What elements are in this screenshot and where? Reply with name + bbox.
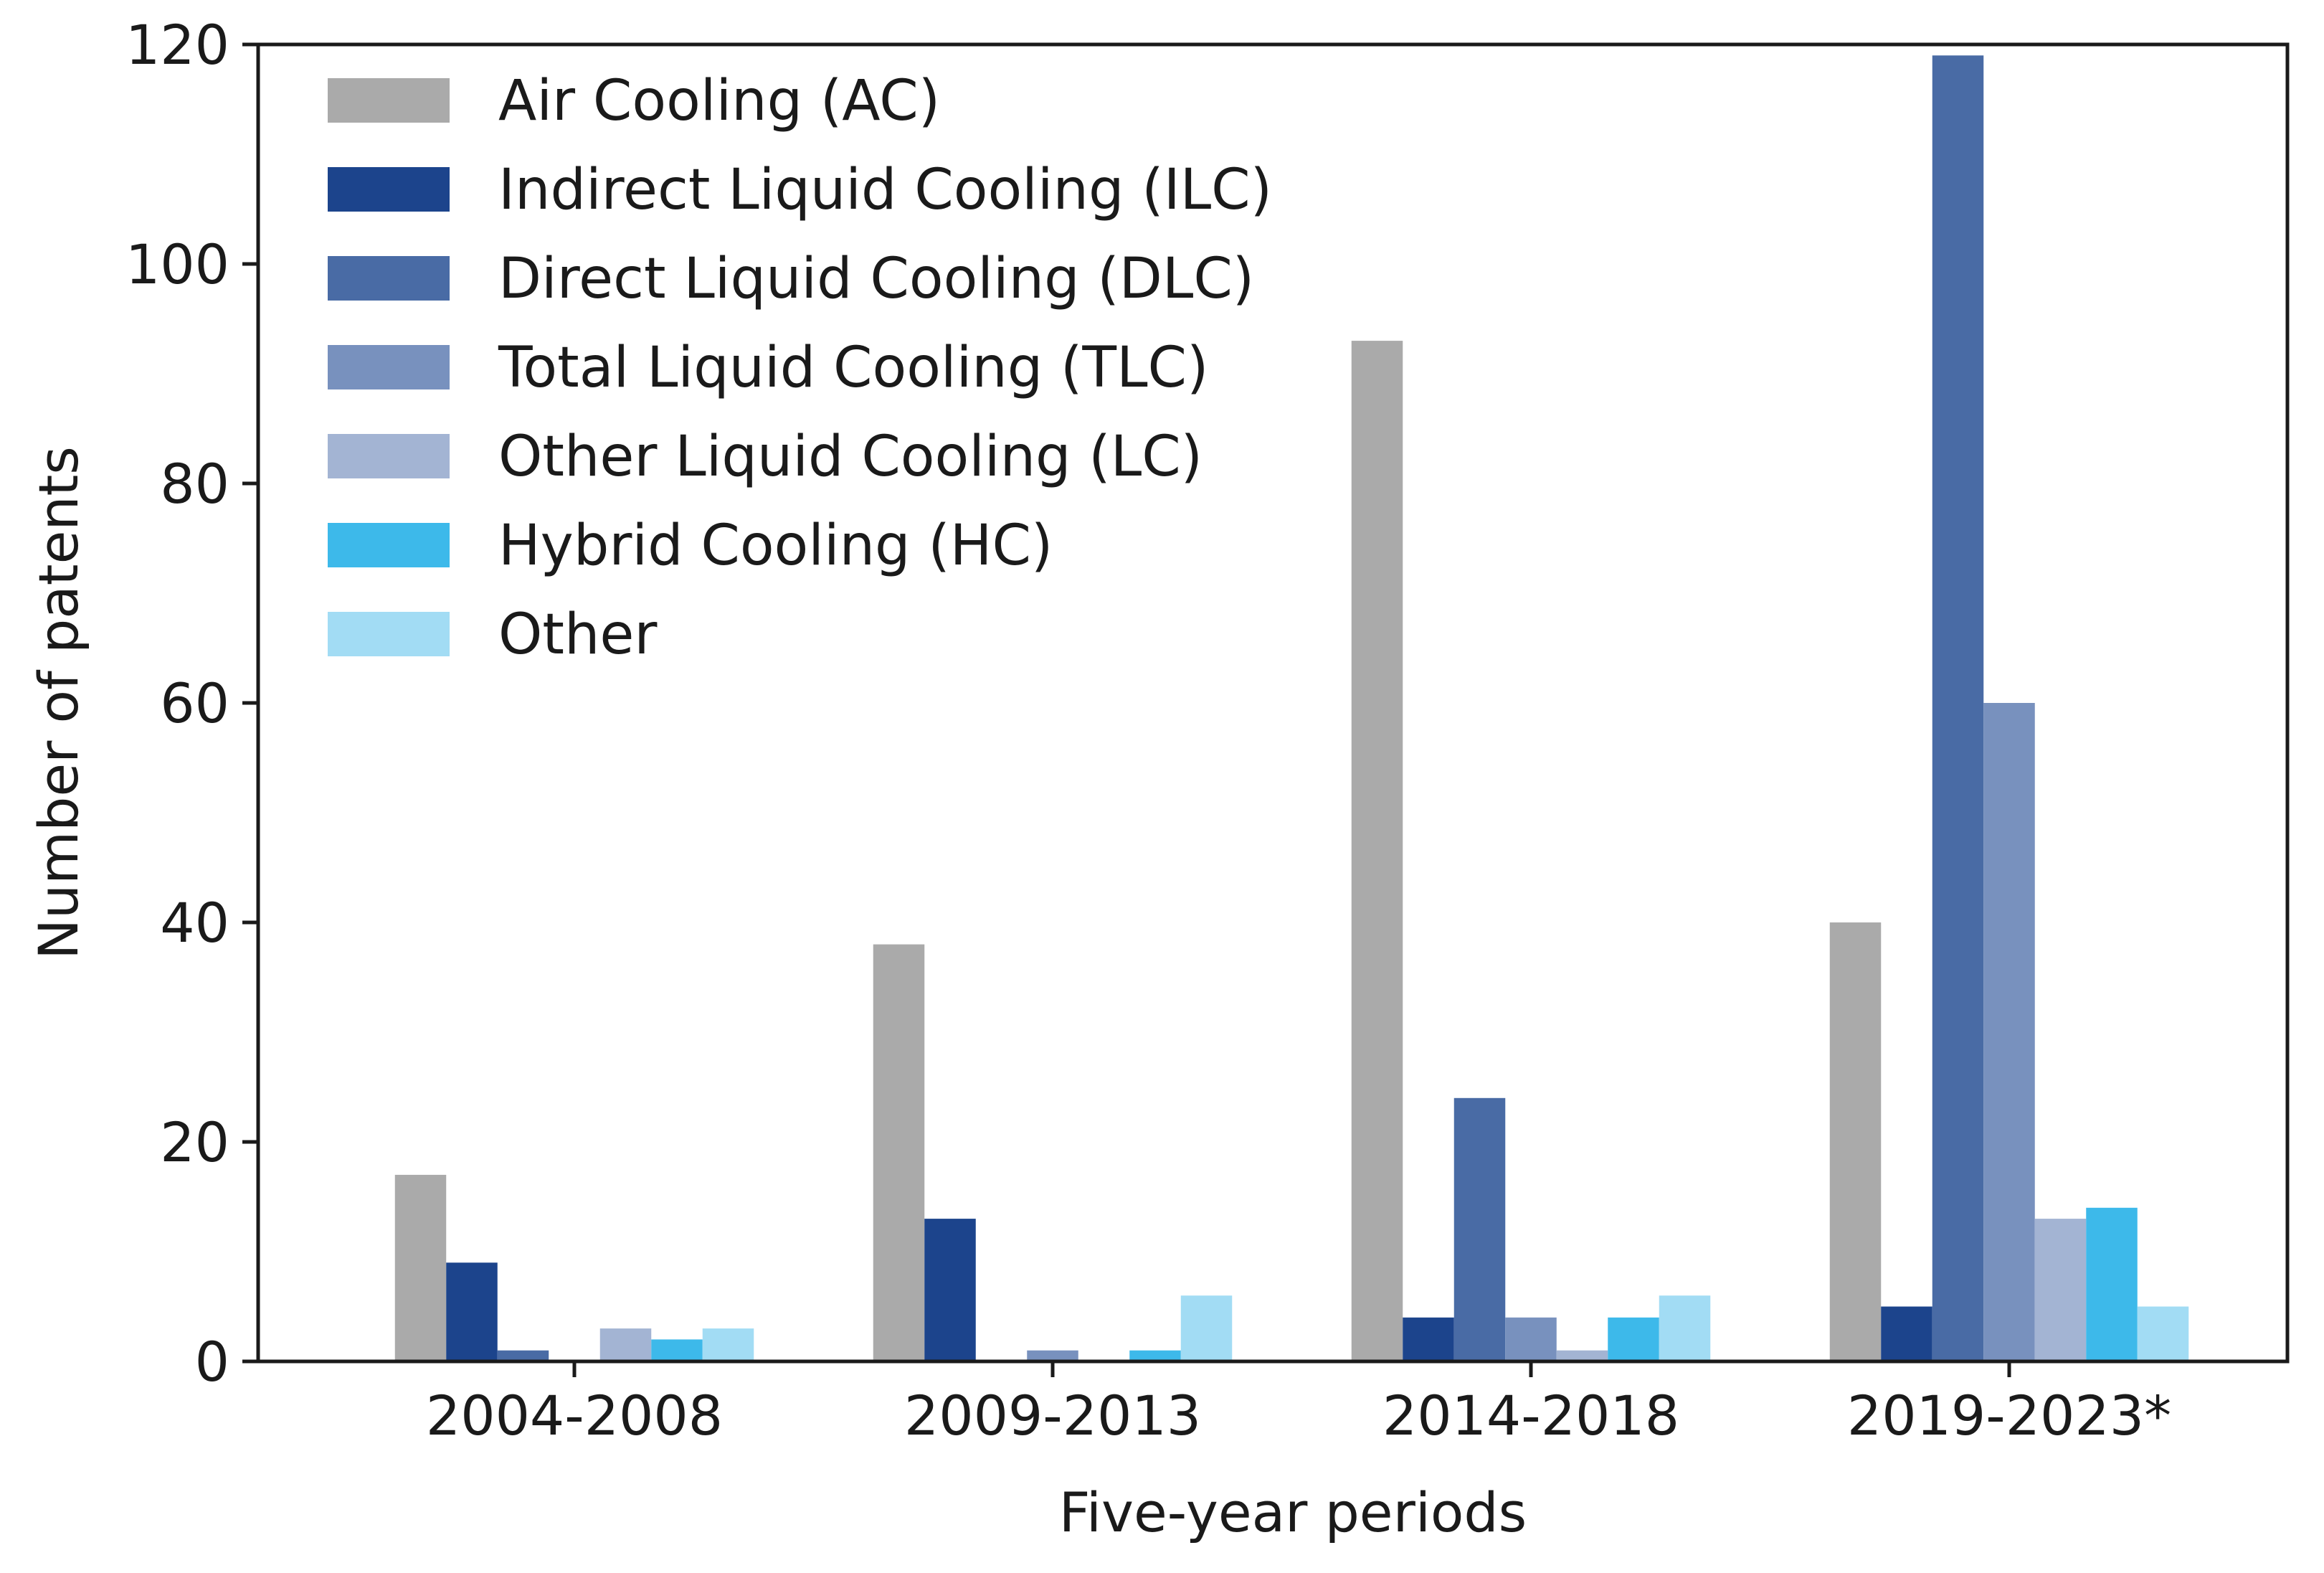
- bar-direct-liquid-cooling-dlc-2014-2018: [1453, 1097, 1506, 1361]
- bar-other-2019-2023: [2137, 1306, 2189, 1361]
- bar-other-2014-2018: [1659, 1295, 1711, 1361]
- legend-label: Other: [498, 603, 658, 667]
- legend-swatch: [328, 612, 450, 656]
- bar-other-liquid-cooling-lc-2004-2008: [599, 1328, 652, 1361]
- x-tick-label: 2014-2018: [1382, 1384, 1679, 1447]
- bar-air-cooling-ac-2014-2018: [1351, 341, 1403, 1362]
- bar-hybrid-cooling-hc-2014-2018: [1608, 1317, 1659, 1361]
- x-tick-label: 2009-2013: [904, 1384, 1201, 1447]
- legend-swatch: [328, 523, 450, 567]
- bar-hybrid-cooling-hc-2009-2013: [1129, 1350, 1181, 1361]
- y-tick-label: 120: [125, 13, 229, 77]
- bar-total-liquid-cooling-tlc-2014-2018: [1505, 1317, 1557, 1361]
- y-tick-label: 40: [160, 891, 229, 955]
- bar-other-2004-2008: [702, 1328, 754, 1361]
- y-tick-label: 100: [125, 232, 229, 296]
- legend-label: Direct Liquid Cooling (DLC): [498, 247, 1254, 311]
- bar-indirect-liquid-cooling-ilc-2019-2023: [1881, 1306, 1932, 1361]
- legend-swatch: [328, 78, 450, 123]
- legend-label: Other Liquid Cooling (LC): [498, 425, 1203, 489]
- legend-swatch: [328, 434, 450, 478]
- legend-label: Air Cooling (AC): [498, 69, 940, 133]
- bar-other-liquid-cooling-lc-2014-2018: [1556, 1350, 1608, 1361]
- bar-air-cooling-ac-2019-2023: [1829, 922, 1882, 1361]
- bar-hybrid-cooling-hc-2019-2023: [2086, 1207, 2138, 1361]
- bar-hybrid-cooling-hc-2004-2008: [651, 1339, 703, 1361]
- bar-air-cooling-ac-2009-2013: [873, 944, 925, 1361]
- y-tick-label: 60: [160, 671, 229, 735]
- x-tick-label: 2019-2023*: [1847, 1384, 2171, 1447]
- x-tick-label: 2004-2008: [426, 1384, 723, 1447]
- x-axis: 2004-2008 2009-2013 2014-2018 2019-2023*: [426, 1361, 2171, 1447]
- legend-swatch: [328, 167, 450, 212]
- bar-direct-liquid-cooling-dlc-2019-2023: [1932, 55, 1984, 1361]
- legend: Air Cooling (AC) Indirect Liquid Cooling …: [328, 69, 1272, 667]
- bar-indirect-liquid-cooling-ilc-2009-2013: [924, 1219, 976, 1361]
- bar-air-cooling-ac-2004-2008: [394, 1174, 447, 1361]
- y-tick-label: 0: [195, 1330, 229, 1394]
- legend-swatch: [328, 345, 450, 389]
- x-axis-label: Five-year periods: [1059, 1480, 1527, 1544]
- bar-indirect-liquid-cooling-ilc-2004-2008: [446, 1262, 498, 1361]
- y-tick-label: 20: [160, 1110, 229, 1174]
- bar-other-liquid-cooling-lc-2019-2023: [2034, 1219, 2087, 1361]
- plot-frame: [256, 42, 2290, 1364]
- bars-layer: [394, 55, 2189, 1362]
- y-axis-label: Number of patents: [27, 446, 90, 960]
- bar-total-liquid-cooling-tlc-2009-2013: [1027, 1350, 1078, 1361]
- y-axis: 0 20 40 60 80 100 120: [125, 13, 258, 1394]
- bar-direct-liquid-cooling-dlc-2004-2008: [497, 1350, 549, 1361]
- bar-total-liquid-cooling-tlc-2019-2023: [1983, 703, 2035, 1361]
- legend-label: Total Liquid Cooling (TLC): [498, 336, 1208, 400]
- legend-swatch: [328, 256, 450, 301]
- y-tick-label: 80: [160, 452, 229, 516]
- bar-indirect-liquid-cooling-ilc-2014-2018: [1403, 1317, 1454, 1361]
- legend-label: Indirect Liquid Cooling (ILC): [498, 158, 1272, 222]
- bar-other-2009-2013: [1180, 1295, 1233, 1361]
- legend-label: Hybrid Cooling (HC): [498, 514, 1053, 578]
